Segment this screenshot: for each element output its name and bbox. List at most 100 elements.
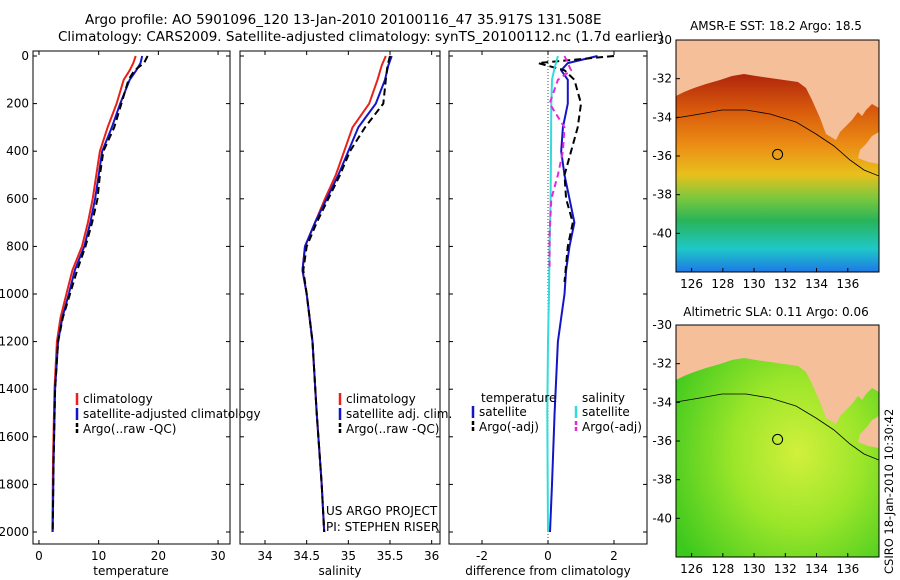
x-tick-label: -2 bbox=[476, 549, 488, 563]
legend-label: satellite-adjusted climatology bbox=[83, 407, 261, 421]
figure-title-line1: Argo profile: AO 5901096_120 13-Jan-2010… bbox=[85, 12, 602, 28]
sla-argo-marker bbox=[772, 433, 784, 445]
difference-lines bbox=[537, 55, 615, 533]
sla-contour bbox=[676, 393, 879, 461]
csiro-timestamp: CSIRO 18-Jan-2010 10:30:42 bbox=[882, 409, 896, 574]
sla-map-title: Altimetric SLA: 0.11 Argo: 0.06 bbox=[683, 305, 868, 319]
series-line bbox=[51, 55, 137, 533]
y-tick-label: 1000 bbox=[0, 287, 29, 301]
y-tick-label: 600 bbox=[6, 192, 29, 206]
legend-item: Argo(-adj) bbox=[471, 420, 539, 434]
map-x-tick-label: 132 bbox=[774, 277, 797, 291]
legend-header-temperature: temperature bbox=[481, 391, 556, 405]
map-x-tick-label: 136 bbox=[836, 277, 859, 291]
legend-item: Argo(..raw -QC) bbox=[338, 422, 439, 436]
y-tick-label: 1800 bbox=[0, 477, 29, 491]
legend-header-salinity: salinity bbox=[582, 391, 625, 405]
sst-map-panel: AMSR-E SST: 18.2 Argo: 18.5 126 128 130 132… bbox=[652, 19, 880, 291]
series-line bbox=[548, 55, 573, 271]
legend-label: satellite adj. clim. bbox=[346, 407, 452, 421]
sla-land-east bbox=[858, 416, 879, 448]
y-tick-label: 1200 bbox=[0, 335, 29, 349]
map-y-tick-label: -40 bbox=[652, 511, 672, 525]
salinity-lines bbox=[301, 55, 393, 533]
temperature-ticks: 0 10 20 30 0 200 400 600 800 1000 1200 1400 1600 1800… bbox=[0, 49, 230, 563]
sst-land bbox=[676, 40, 879, 140]
map-x-tick-label: 136 bbox=[836, 562, 859, 576]
project-note-line2: PI: STEPHEN RISER bbox=[326, 520, 439, 534]
difference-xlabel: difference from climatology bbox=[465, 564, 631, 578]
legend-label: Argo(-adj) bbox=[479, 420, 539, 434]
map-y-tick-label: -36 bbox=[652, 149, 672, 163]
legend-item: Argo(-adj) bbox=[574, 420, 642, 434]
x-tick-label: 30 bbox=[210, 549, 225, 563]
x-tick-label: 34.5 bbox=[293, 549, 320, 563]
series-line bbox=[51, 55, 149, 533]
legend-label: satellite bbox=[582, 405, 630, 419]
y-tick-label: 800 bbox=[6, 239, 29, 253]
legend-item: climatology bbox=[75, 392, 153, 406]
x-tick-label: 0 bbox=[35, 549, 43, 563]
difference-legend: temperature salinitysatelliteArgo(-adj)sa… bbox=[471, 391, 642, 434]
legend-label: satellite bbox=[479, 405, 527, 419]
map-x-tick-label: 132 bbox=[774, 562, 797, 576]
legend-item: satellite-adjusted climatology bbox=[75, 407, 261, 421]
temperature-lines bbox=[51, 55, 149, 533]
series-line bbox=[302, 55, 391, 533]
salinity-axes-frame bbox=[239, 50, 441, 545]
series-line bbox=[301, 55, 393, 533]
series-line bbox=[549, 55, 598, 533]
y-tick-label: 200 bbox=[6, 97, 29, 111]
x-tick-label: 35 bbox=[341, 549, 356, 563]
y-tick-label: 1400 bbox=[0, 382, 29, 396]
x-tick-label: 2 bbox=[610, 549, 618, 563]
legend-label: Argo(..raw -QC) bbox=[346, 422, 439, 436]
x-tick-label: 34 bbox=[257, 549, 272, 563]
sst-argo-marker bbox=[772, 148, 784, 160]
map-x-tick-label: 128 bbox=[711, 277, 734, 291]
sla-map-ticks: 126 128 130 132 134 136 -30 -32 -34 -36 -38 -40 bbox=[652, 318, 859, 576]
legend-label: Argo(-adj) bbox=[582, 420, 642, 434]
map-y-tick-label: -32 bbox=[652, 357, 672, 371]
salinity-panel: 34 34.5 35 35.5 36 salinity climatologysatel… bbox=[239, 50, 452, 578]
temperature-panel: 0 10 20 30 0 200 400 600 800 1000 1200 1400 1600 1800… bbox=[0, 49, 261, 578]
map-y-tick-label: -30 bbox=[652, 318, 672, 332]
legend-label: Argo(..raw -QC) bbox=[83, 422, 176, 436]
map-y-tick-label: -34 bbox=[652, 110, 672, 124]
x-tick-label: 10 bbox=[91, 549, 106, 563]
y-tick-label: 0 bbox=[21, 49, 29, 63]
sla-map-panel: Altimetric SLA: 0.11 Argo: 0.06 126 128 13… bbox=[652, 305, 880, 576]
figure-title-line2: Climatology: CARS2009. Satellite-adjuste… bbox=[58, 29, 664, 45]
legend-label: climatology bbox=[346, 392, 416, 406]
map-y-tick-label: -40 bbox=[652, 226, 672, 240]
legend-label: climatology bbox=[83, 392, 153, 406]
series-line bbox=[301, 55, 387, 533]
difference-ticks: -2 0 2 bbox=[449, 51, 647, 563]
legend-item: Argo(..raw -QC) bbox=[75, 422, 176, 436]
map-x-tick-label: 134 bbox=[805, 562, 828, 576]
legend-item: satellite bbox=[574, 405, 630, 419]
map-x-tick-label: 126 bbox=[680, 562, 703, 576]
x-tick-label: 35.5 bbox=[377, 549, 404, 563]
map-x-tick-label: 126 bbox=[680, 277, 703, 291]
map-y-tick-label: -38 bbox=[652, 473, 672, 487]
sst-contour bbox=[676, 109, 879, 177]
map-y-tick-label: -32 bbox=[652, 72, 672, 86]
salinity-xlabel: salinity bbox=[318, 564, 361, 578]
difference-panel: -2 0 2 difference from climatology tempera… bbox=[448, 50, 648, 578]
map-y-tick-label: -34 bbox=[652, 395, 672, 409]
map-y-tick-label: -38 bbox=[652, 188, 672, 202]
x-tick-label: 36 bbox=[424, 549, 439, 563]
y-tick-label: 400 bbox=[6, 144, 29, 158]
legend-item: satellite bbox=[471, 405, 527, 419]
legend-item: satellite adj. clim. bbox=[338, 407, 452, 421]
legend-item: climatology bbox=[338, 392, 416, 406]
sst-map-ticks: 126 128 130 132 134 136 -30 -32 -34 -36 -38 -40 bbox=[652, 33, 859, 291]
sla-land bbox=[676, 325, 879, 424]
series-line bbox=[537, 55, 615, 283]
sst-map-title: AMSR-E SST: 18.2 Argo: 18.5 bbox=[690, 19, 862, 33]
map-x-tick-label: 128 bbox=[711, 562, 734, 576]
x-tick-label: 20 bbox=[151, 549, 166, 563]
